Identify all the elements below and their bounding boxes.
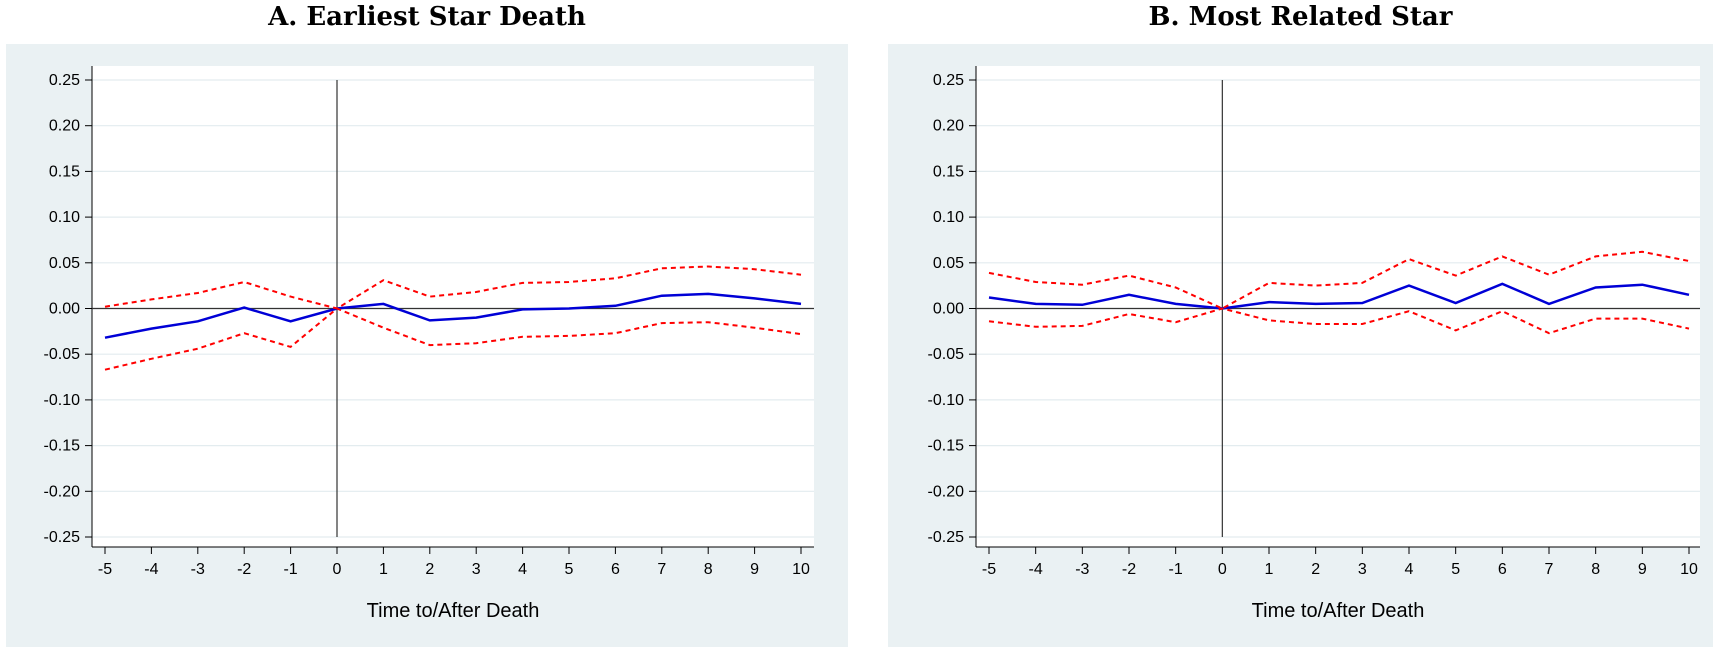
y-tick-label: 0.00 (49, 301, 80, 318)
y-tick-label: 0.15 (933, 163, 964, 180)
y-tick-label: -0.20 (44, 483, 81, 500)
plot-area (976, 66, 1700, 547)
x-tick-label: 2 (1311, 561, 1320, 578)
x-tick-label: -3 (1075, 561, 1089, 578)
x-tick-label: 6 (611, 561, 620, 578)
x-tick-label: 9 (1638, 561, 1647, 578)
y-tick-label: 0.10 (933, 209, 964, 226)
x-tick-label: 0 (333, 561, 342, 578)
y-tick-label: -0.20 (928, 483, 965, 500)
y-tick-label: 0.20 (933, 118, 964, 135)
y-tick-label: -0.10 (44, 392, 81, 409)
x-tick-label: -4 (1029, 561, 1043, 578)
x-tick-label: -3 (191, 561, 205, 578)
x-tick-label: -4 (144, 561, 158, 578)
x-tick-label: 10 (1680, 561, 1698, 578)
y-tick-label: 0.25 (933, 72, 964, 89)
x-tick-label: 10 (792, 561, 810, 578)
y-tick-label: 0.15 (49, 163, 80, 180)
x-tick-label: 0 (1218, 561, 1227, 578)
y-tick-label: 0.25 (49, 72, 80, 89)
x-tick-label: 7 (657, 561, 666, 578)
x-tick-label: -5 (982, 561, 996, 578)
estimate-line (104, 292, 802, 339)
panel-b: B. Most Related Star 0.25 0.20 0.15 0.10 0.0… (888, 0, 1713, 647)
x-axis-label: Time to/After Death (367, 600, 540, 622)
y-tick-label: -0.25 (928, 529, 965, 546)
x-tick-label: -1 (283, 561, 297, 578)
x-tick-label: 4 (518, 561, 527, 578)
x-tick-label: 6 (1498, 561, 1507, 578)
plot-area (92, 66, 814, 547)
y-tick-label: 0.00 (933, 301, 964, 318)
confidence-bound-line (988, 250, 1690, 310)
x-tick-label: 5 (1451, 561, 1460, 578)
x-tick-label: 8 (1591, 561, 1600, 578)
y-tick-label: 0.20 (49, 118, 80, 135)
x-tick-label: 1 (379, 561, 388, 578)
x-tick-label: 8 (704, 561, 713, 578)
y-tick-label: -0.15 (928, 438, 965, 455)
chart-title: B. Most Related Star (1148, 2, 1453, 32)
x-tick-label: 9 (750, 561, 759, 578)
x-tick-label: -5 (98, 561, 112, 578)
y-tick-label: 0.05 (933, 255, 964, 272)
panel-a: A. Earliest Star Death 0.25 0.20 0.15 0.10 0… (6, 0, 848, 647)
y-tick-label: -0.05 (928, 346, 965, 363)
x-tick-label: -2 (237, 561, 251, 578)
y-tick-label: 0.05 (49, 255, 80, 272)
line-chart: 0.25 0.20 0.15 0.10 0.05 0.00 -0.05 -0.10 -0.15 -… (928, 66, 1700, 622)
y-tick-label: -0.05 (44, 346, 81, 363)
chart-title: A. Earliest Star Death (268, 2, 586, 32)
y-tick-label: 0.10 (49, 209, 80, 226)
x-tick-label: 1 (1265, 561, 1274, 578)
x-tick-label: -2 (1122, 561, 1136, 578)
line-chart: 0.25 0.20 0.15 0.10 0.05 0.00 -0.05 -0.10 -0.15 -… (44, 66, 814, 622)
confidence-bound-line (988, 307, 1690, 335)
x-tick-label: 2 (425, 561, 434, 578)
estimate-line (988, 282, 1690, 310)
confidence-bound-line (104, 307, 802, 371)
x-tick-label: 5 (565, 561, 574, 578)
x-tick-label: 7 (1545, 561, 1554, 578)
x-axis-label: Time to/After Death (1252, 600, 1425, 622)
x-tick-label: 4 (1405, 561, 1414, 578)
x-tick-label: 3 (472, 561, 481, 578)
y-tick-label: -0.10 (928, 392, 965, 409)
confidence-bound-line (104, 265, 802, 310)
y-tick-label: -0.15 (44, 438, 81, 455)
x-tick-label: 3 (1358, 561, 1367, 578)
x-tick-label: -1 (1169, 561, 1183, 578)
y-tick-label: -0.25 (44, 529, 81, 546)
